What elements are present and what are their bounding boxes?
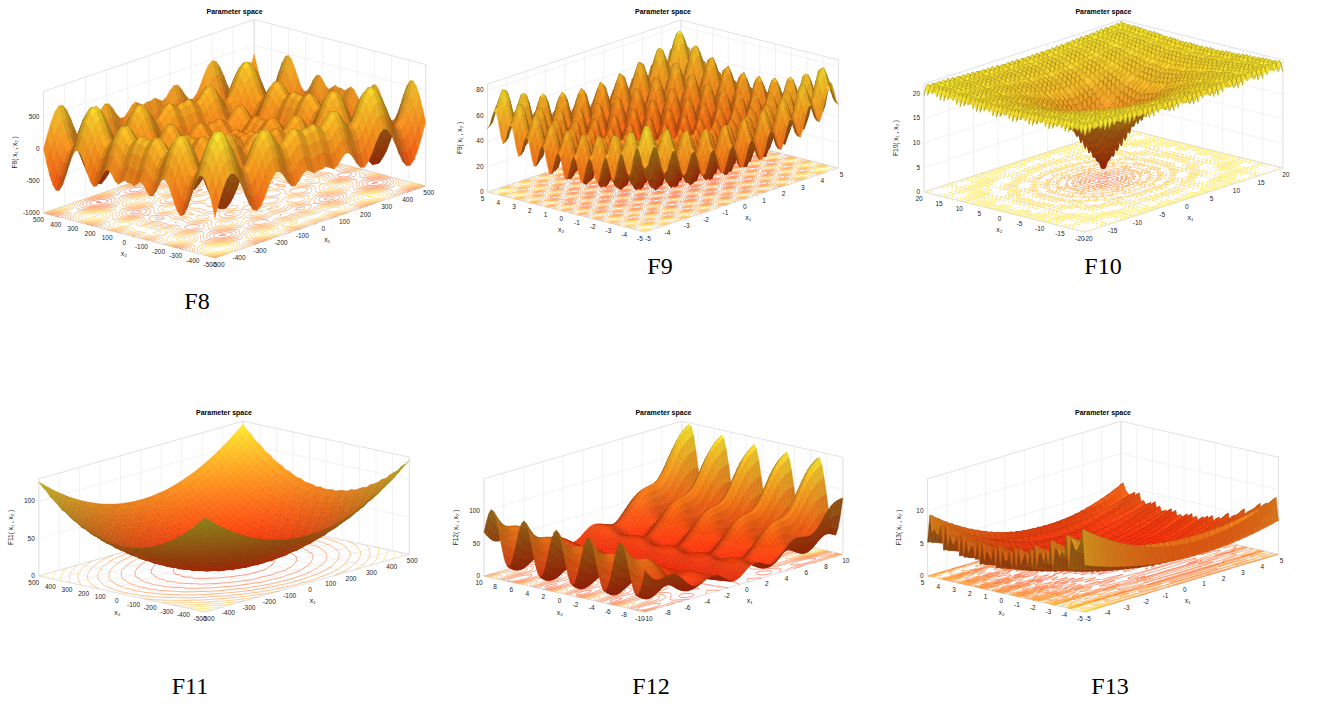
figure: -500-400-300-200-1000100200300400500-500… — [0, 0, 1317, 721]
panel: -500-400-300-200-1000100200300400500-500… — [12, 8, 435, 315]
surface — [44, 54, 426, 217]
